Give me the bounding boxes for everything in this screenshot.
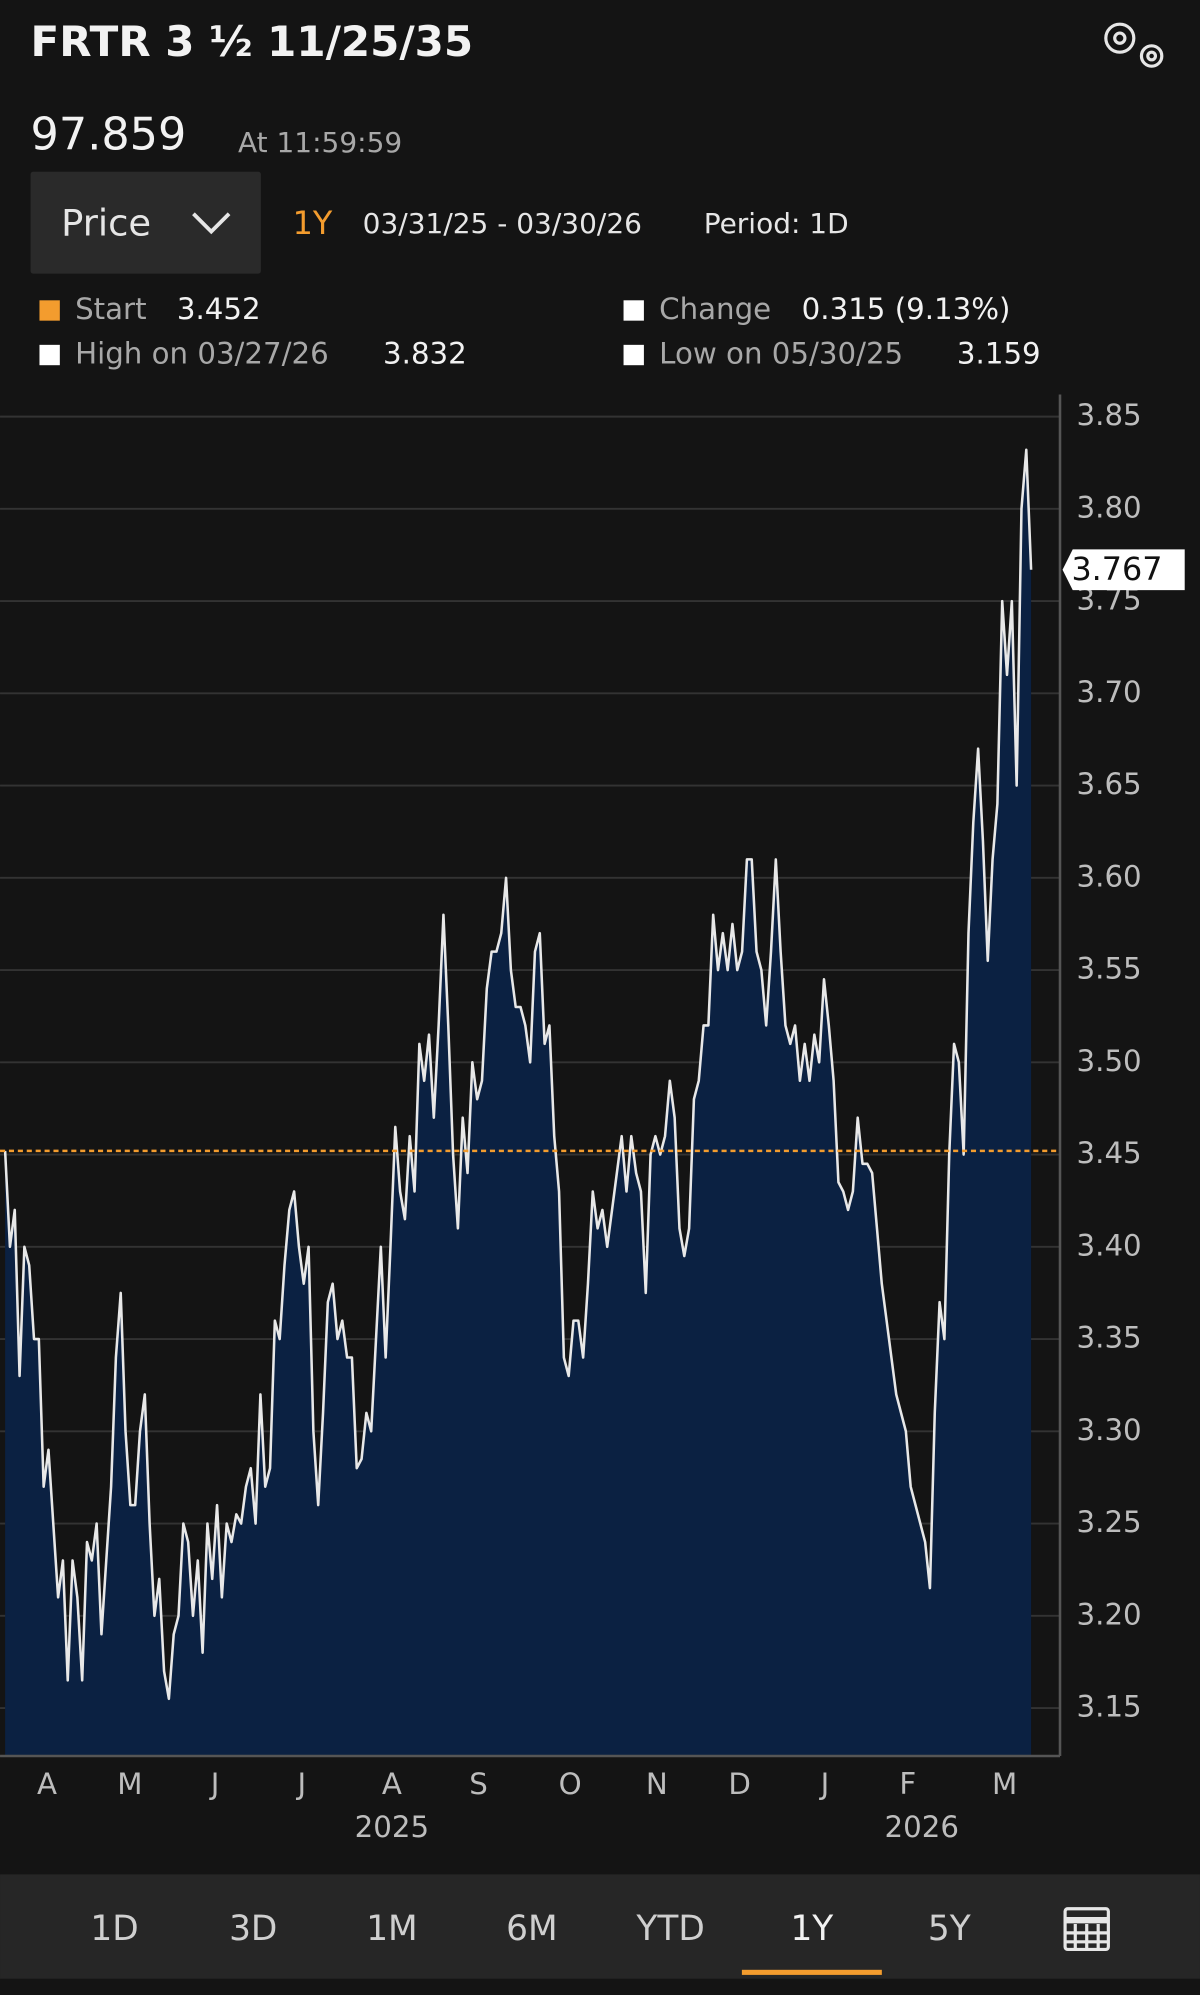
y-tick-label: 3.50 [1077,1044,1142,1078]
y-tick-label: 3.55 [1077,952,1142,986]
price-time: At 11:59:59 [238,126,402,159]
nav: 1D 3D 1M 6M YTD 1Y 5Y [90,1909,972,1975]
y-tick-label: 3.30 [1077,1413,1142,1447]
chevron [192,212,231,235]
stat-value: 0.315 (9.13%) [802,292,1011,326]
y-tick-label: 3.35 [1077,1321,1142,1355]
x-tick-label: A [382,1767,402,1801]
y-tick-label: 3.85 [1077,398,1142,432]
stat-label: Low on 05/30/25 [659,337,903,371]
x-tick-label: J [819,1767,830,1801]
y-tick-label: 3.65 [1077,767,1142,801]
x-tick-label: M [117,1767,142,1801]
plot: 3.15 3.20 3.25 3.30 3.35 3.40 3.45 3.50 3.55 3.60… [0,394,1185,1844]
last-value-callout [1062,549,1185,591]
stat-value: 3.832 [383,337,467,371]
x-tick-label: J [296,1767,307,1801]
y-tick-label: 3.80 [1077,490,1142,524]
x-tick-label: N [646,1767,668,1801]
x-tick-label: F [899,1767,916,1801]
line [3,448,1033,1701]
period: Period: 1D [704,207,849,240]
nav-tab[interactable]: 6M [506,1909,557,1949]
legend-swatch [623,300,644,321]
x-tick-label: M [992,1767,1017,1801]
nav-tab[interactable]: 3D [229,1909,277,1949]
y-tick-label: 3.40 [1077,1228,1142,1262]
range[interactable]: 1Y [293,204,333,242]
price: 97.859 [31,108,187,160]
date-range: 03/31/25 - 03/30/26 [363,207,642,240]
title: FRTR 3 ½ 11/25/35 [31,17,474,66]
x-tick-label: S [469,1767,488,1801]
x-tick-label: J [209,1767,220,1801]
y-tick-label: 3.60 [1077,859,1142,893]
y-tick-label: 3.20 [1077,1597,1142,1631]
year-label: 2025 [355,1810,429,1844]
y-tick-label: 3.45 [1077,1136,1142,1170]
nav-tab[interactable]: YTD [635,1909,704,1949]
nav-tab[interactable]: 1M [366,1909,417,1949]
settings-icon[interactable] [1104,22,1164,68]
dropdown-label: Price [61,202,151,245]
field-dropdown[interactable]: Price [30,171,261,274]
y-tick-label: 3.70 [1077,675,1142,709]
x-tick-label: O [559,1767,582,1801]
x-tick-label: A [37,1767,57,1801]
nav-bar [0,1874,1200,1979]
active-tab-underline [741,1969,882,1975]
y-tick-label: 3.25 [1077,1505,1142,1539]
legend-swatch [39,344,60,366]
nav-tab[interactable]: 1D [90,1909,138,1949]
dropdown-box [30,171,261,274]
last-value-label: 3.767 [1071,550,1162,588]
y-tick-label: 3.15 [1077,1690,1142,1724]
stat-label: Start [75,292,146,326]
calendar-icon[interactable] [1063,1907,1110,1952]
legend-swatch [623,344,644,366]
stat-label: Change [659,292,771,326]
x-tick-label: D [728,1767,751,1801]
nav-tab[interactable]: 5Y [928,1909,972,1949]
legend-swatch [39,300,60,321]
stat-value: 3.159 [957,337,1041,371]
nav-tab[interactable]: 1Y [790,1909,834,1949]
stat-label: High on 03/27/26 [75,337,329,371]
stat-value: 3.452 [177,292,261,326]
year-label: 2026 [885,1810,959,1844]
